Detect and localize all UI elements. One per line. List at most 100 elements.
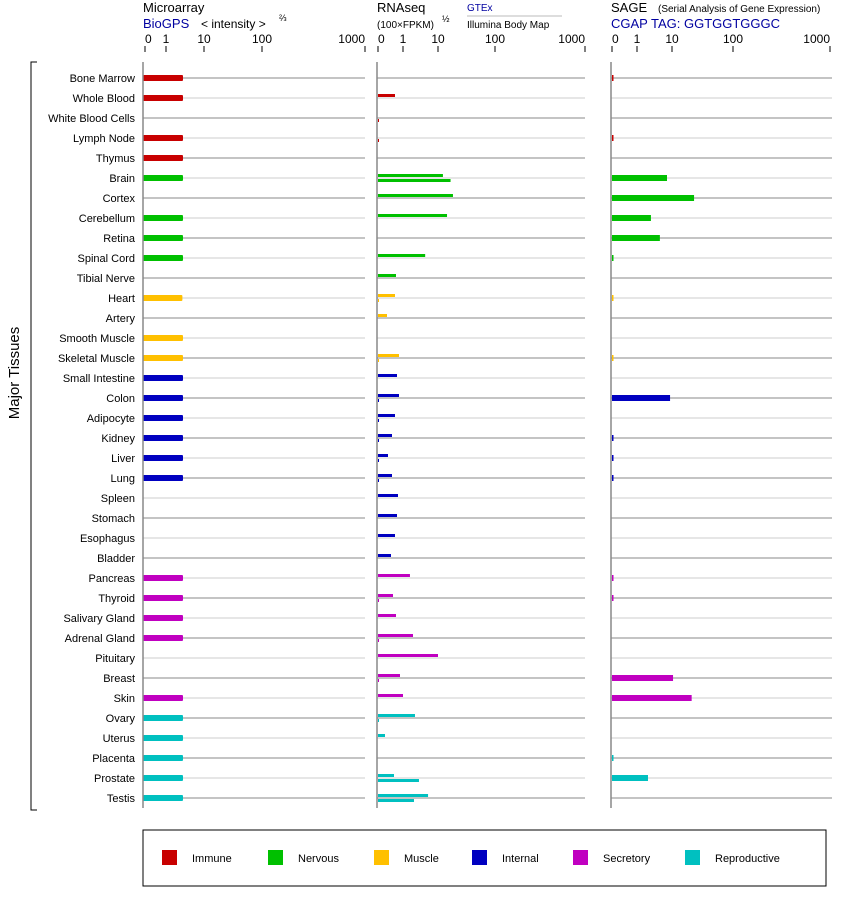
sage-bar (612, 215, 651, 221)
micro-tick-label: 1000 (338, 32, 365, 46)
gtex-bar (378, 714, 415, 717)
microarray-bar (143, 395, 183, 401)
tissue-label: White Blood Cells (48, 113, 135, 125)
sage-subtitle: (Serial Analysis of Gene Expression) (658, 4, 820, 15)
cgap-tag-link[interactable]: CGAP TAG: GGTGGTGGGC (611, 16, 780, 31)
sage-bar (612, 755, 614, 761)
gtex-bar (378, 554, 391, 557)
legend-label-reproductive: Reproductive (715, 853, 780, 865)
microarray-bar (143, 575, 183, 581)
gtex-bar (378, 574, 410, 577)
illumina-bar (378, 639, 379, 642)
tissue-label: Liver (111, 453, 135, 465)
gtex-bar (378, 734, 385, 737)
gtex-bar (378, 594, 393, 597)
tissue-label: Ovary (106, 713, 136, 725)
sage-bar (612, 475, 614, 481)
microarray-bar (143, 235, 183, 241)
gtex-bar (378, 94, 395, 97)
microarray-bar (143, 415, 183, 421)
microarray-bar (143, 775, 183, 781)
tissue-label: Heart (108, 293, 135, 305)
intensity-exponent: ⅔ (279, 13, 287, 23)
microarray-bar (143, 735, 183, 741)
tissue-label: Brain (109, 173, 135, 185)
gtex-bar (378, 694, 403, 697)
microarray-bar (143, 795, 183, 801)
microarray-bar (143, 215, 183, 221)
rna-tick-label: 1000 (558, 32, 585, 46)
gtex-bar (378, 774, 394, 777)
microarray-bar (143, 135, 183, 141)
gtex-link[interactable]: GTEx (467, 3, 493, 14)
illumina-bar (378, 439, 379, 442)
sage-bar (612, 435, 614, 441)
tissue-label: Tibial Nerve (77, 273, 135, 285)
microarray-bar (143, 295, 183, 301)
rnaseq-title: RNAseq (377, 0, 425, 15)
illumina-bar (378, 719, 379, 722)
tissue-label: Artery (106, 313, 136, 325)
tissue-label: Kidney (101, 433, 135, 445)
tissue-label: Bladder (97, 553, 135, 565)
microarray-bar (143, 455, 183, 461)
microarray-bar (143, 695, 183, 701)
illumina-bar (378, 299, 379, 302)
microarray-bar (143, 375, 183, 381)
gtex-bar (378, 354, 399, 357)
rna-tick-label: 10 (431, 32, 445, 46)
microarray-bar (143, 155, 183, 161)
tissue-label: Pituitary (95, 653, 135, 665)
illumina-bar (378, 399, 379, 402)
tissue-label: Cerebellum (79, 213, 135, 225)
gtex-bar (378, 434, 392, 437)
tissue-label: Pancreas (89, 573, 136, 585)
legend-swatch-immune (162, 850, 177, 865)
gtex-bar (378, 494, 398, 497)
sage-bar (612, 575, 614, 581)
legend-label-nervous: Nervous (298, 853, 339, 865)
tissue-label: Placenta (92, 753, 136, 765)
illumina-bar (378, 139, 379, 142)
microarray-bar (143, 255, 183, 261)
sage-bar (612, 175, 668, 181)
tissue-label: Lymph Node (73, 133, 135, 145)
fpkm-label: (100×FPKM) (377, 20, 434, 31)
sage-tick-label: 100 (723, 32, 743, 46)
tissue-label: Smooth Muscle (59, 333, 135, 345)
sage-bar (612, 695, 692, 701)
gtex-bar (378, 374, 397, 377)
microarray-bar (143, 435, 183, 441)
biogps-link[interactable]: BioGPS (143, 16, 190, 31)
gtex-bar (378, 454, 388, 457)
tissue-label: Stomach (92, 513, 135, 525)
sage-bar (612, 255, 614, 261)
tissue-bracket (30, 61, 37, 811)
legend-label-immune: Immune (192, 853, 232, 865)
sage-bar (612, 775, 648, 781)
sage-tick-label: 1000 (803, 32, 830, 46)
illumina-bar (378, 359, 379, 362)
tissue-label: Retina (103, 233, 136, 245)
rna-tick-label: 100 (485, 32, 505, 46)
micro-tick-label: 10 (197, 32, 211, 46)
legend-label-muscle: Muscle (404, 853, 439, 865)
intensity-label: < intensity > (201, 17, 266, 31)
microarray-bar (143, 355, 183, 361)
legend-label-internal: Internal (502, 853, 539, 865)
tissue-label: Spleen (101, 493, 135, 505)
illumina-bar (378, 599, 379, 602)
tissue-label: Spinal Cord (78, 253, 135, 265)
gtex-bar (378, 534, 395, 537)
gtex-bar (378, 614, 396, 617)
gtex-bar (378, 474, 392, 477)
microarray-bar (143, 615, 183, 621)
illumina-label: Illumina Body Map (467, 20, 550, 31)
tissue-label: Thymus (96, 153, 136, 165)
microarray-bar (143, 715, 183, 721)
gtex-bar (378, 514, 397, 517)
tissue-label: Whole Blood (73, 93, 135, 105)
legend-swatch-internal (472, 850, 487, 865)
tissue-label: Skeletal Muscle (58, 353, 135, 365)
